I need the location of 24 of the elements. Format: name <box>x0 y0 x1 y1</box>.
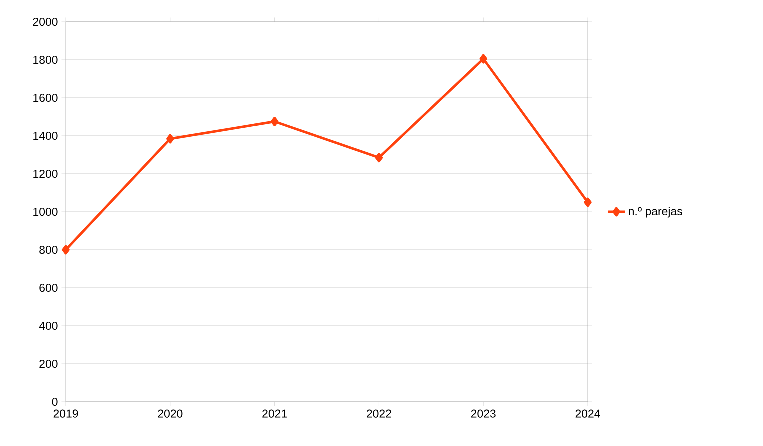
point <box>584 198 592 208</box>
point <box>166 134 174 144</box>
y-tick-label: 1000 <box>34 208 58 216</box>
y-tick-label: 1200 <box>34 170 58 178</box>
y-tick-label: 400 <box>39 322 58 330</box>
y-tick-label: 1800 <box>34 56 58 64</box>
x-tick-label: 2023 <box>471 410 496 418</box>
x-tick-label: 2021 <box>262 410 287 418</box>
point <box>62 245 70 255</box>
point <box>270 117 279 126</box>
y-tick-label: 200 <box>40 360 58 368</box>
x-tick-label: 2020 <box>158 410 183 418</box>
x-tick-label: 2019 <box>54 410 78 418</box>
point <box>480 54 488 64</box>
point <box>375 153 384 163</box>
y-tick-label: 2000 <box>33 18 58 26</box>
y-tick-label: 1600 <box>34 94 58 102</box>
y-tick-label: 1400 <box>34 132 58 140</box>
x-tick-label: 2024 <box>576 410 600 418</box>
legend-label: n.º parejas <box>629 207 682 218</box>
y-tick-label: 600 <box>40 284 58 292</box>
x-tick-label: 2022 <box>367 410 392 418</box>
y-tick-label: 0 <box>52 398 58 406</box>
y-tick-label: 800 <box>40 246 58 254</box>
